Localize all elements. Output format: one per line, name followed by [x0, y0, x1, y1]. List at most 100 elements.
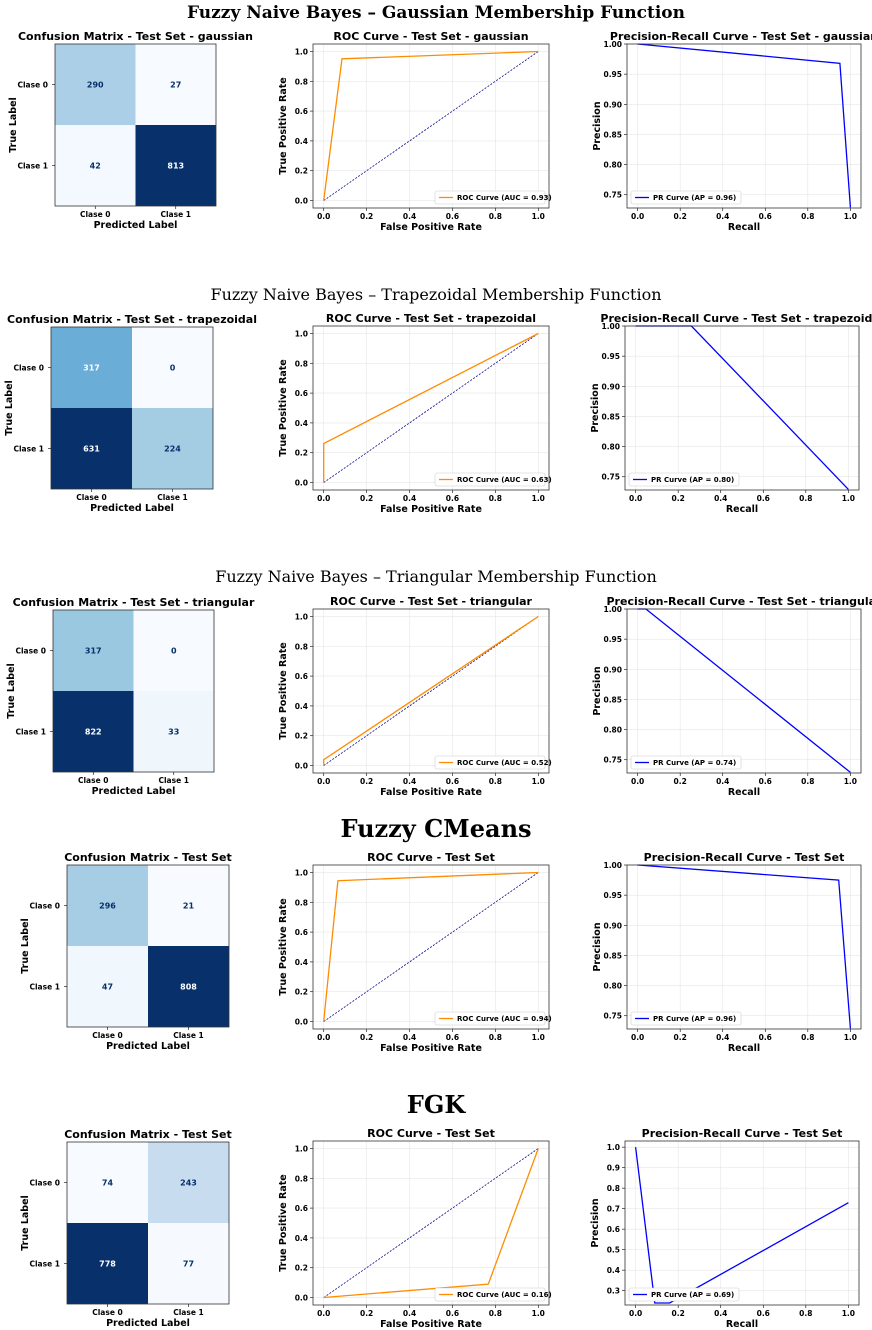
x-tick-label: 0.4	[403, 777, 416, 786]
y-tick-label: 0.6	[295, 1204, 308, 1213]
roc-chart-4: ROC Curve - Test Set 0.0 0.2 0.4 0.6 0.8 1.0 0.…	[278, 1127, 552, 1330]
confusion-matrix-value: 27	[170, 81, 181, 90]
confusion-matrix-frame	[52, 609, 215, 773]
confusion-matrix-title: Confusion Matrix - Test Set - trapezoida…	[7, 313, 257, 326]
y-tick-label: Clase 1	[29, 1260, 60, 1269]
y-tick-label: 0.95	[603, 70, 622, 79]
x-tick-label: Clase 1	[160, 210, 191, 219]
x-tick-label: Clase 0	[92, 1308, 123, 1317]
roc-title: ROC Curve - Test Set	[367, 851, 495, 864]
y-tick-label: 0.2	[295, 732, 308, 741]
x-tick-label: 1.0	[844, 777, 857, 786]
chance-diagonal-line	[323, 333, 539, 483]
y-tick-label: 0.80	[603, 726, 622, 735]
y-tick-label: 0.6	[295, 928, 308, 937]
y-axis-label: True Positive Rate	[278, 359, 289, 457]
roc-curve-line	[323, 871, 539, 1022]
legend-label: ROC Curve (AUC = 0.63)	[457, 476, 552, 484]
y-tick-label: 0.75	[603, 191, 622, 200]
pr-title: Precision-Recall Curve - Test Set - gaus…	[610, 30, 872, 43]
y-axis-label: True Label	[8, 97, 19, 153]
x-axis-label: Recall	[728, 222, 760, 233]
y-tick-label: Clase 1	[29, 983, 60, 992]
x-axis-label: Recall	[728, 1043, 760, 1054]
confusion-matrix-cell	[55, 125, 136, 206]
confusion-matrix-title: Confusion Matrix - Test Set - gaussian	[18, 30, 253, 43]
plot-frame	[312, 325, 550, 491]
x-tick-label: Clase 1	[157, 493, 188, 502]
y-tick-label: 0.8	[295, 359, 308, 368]
y-tick-label: Clase 0	[29, 1179, 60, 1188]
y-axis-label: True Positive Rate	[278, 898, 289, 996]
confusion-matrix-value: 243	[180, 1179, 197, 1188]
pr-title: Precision-Recall Curve - Test Set	[644, 851, 845, 864]
x-axis-label: Predicted Label	[90, 503, 174, 514]
y-axis-label: True Label	[20, 918, 31, 974]
x-tick-label: 0.4	[716, 212, 729, 221]
x-tick-label: 0.8	[799, 494, 812, 503]
confusion-matrix-cell	[67, 1223, 148, 1304]
confusion-matrix-value: 47	[102, 983, 113, 992]
legend-box	[630, 755, 742, 770]
x-tick-label: 0.2	[360, 212, 373, 221]
x-tick-label: 0.2	[672, 494, 685, 503]
x-tick-label: 0.6	[446, 494, 459, 503]
x-tick-label: Clase 0	[92, 1031, 123, 1040]
y-tick-label: 0.2	[295, 449, 308, 458]
y-tick-label: Clase 0	[15, 647, 46, 656]
legend-label: PR Curve (AP = 0.80)	[651, 476, 734, 484]
confusion-matrix-value: 317	[83, 364, 100, 373]
plot-frame	[626, 608, 862, 774]
legend-label: ROC Curve (AUC = 0.52)	[457, 759, 552, 767]
y-tick-label: 0.80	[601, 443, 620, 452]
x-tick-label: Clase 0	[76, 493, 107, 502]
x-tick-label: 0.6	[757, 1309, 770, 1318]
x-tick-label: 0.8	[801, 1033, 814, 1042]
roc-curve-line	[323, 50, 539, 201]
y-tick-label: 0.7	[607, 1205, 620, 1214]
x-tick-label: 1.0	[532, 1309, 545, 1318]
confusion-matrix-frame	[66, 864, 230, 1028]
plot-frame	[624, 325, 860, 491]
x-tick-label: 0.0	[317, 1309, 330, 1318]
confusion-matrix-cell	[51, 327, 132, 408]
confusion-matrix-frame	[50, 326, 214, 490]
x-tick-label: Clase 0	[78, 776, 109, 785]
x-tick-label: 0.6	[757, 494, 770, 503]
pr-chart-1: Precision-Recall Curve - Test Set - trap…	[590, 312, 872, 515]
confusion-matrix-cell	[148, 1142, 229, 1223]
y-axis-label: Precision	[592, 101, 603, 150]
x-axis-label: Recall	[726, 504, 758, 515]
chance-diagonal-line	[323, 616, 539, 766]
confusion-matrix-title: Confusion Matrix - Test Set - triangular	[13, 596, 255, 609]
confusion-matrix-1: Confusion Matrix - Test Set - trapezoida…	[4, 313, 257, 514]
y-axis-label: Precision	[592, 922, 603, 971]
y-axis-label: True Positive Rate	[278, 1174, 289, 1272]
y-tick-label: 0.2	[295, 1264, 308, 1273]
y-tick-label: 0.8	[295, 642, 308, 651]
x-tick-label: 0.2	[674, 212, 687, 221]
y-tick-label: 0.75	[603, 756, 622, 765]
y-tick-label: 0.4	[295, 137, 308, 146]
y-tick-label: 1.0	[295, 1144, 308, 1153]
legend-box	[630, 190, 742, 205]
plot-frame	[312, 608, 550, 774]
y-tick-label: 0.85	[603, 951, 622, 960]
x-tick-label: 0.4	[716, 1033, 729, 1042]
x-tick-label: 1.0	[844, 1033, 857, 1042]
x-tick-label: 0.8	[801, 212, 814, 221]
legend-label: PR Curve (AP = 0.96)	[653, 194, 736, 202]
y-tick-label: 0.8	[295, 898, 308, 907]
section-title: Fuzzy CMeans	[340, 814, 532, 843]
confusion-matrix-value: 822	[85, 728, 102, 737]
y-axis-label: Precision	[592, 666, 603, 715]
section-title: Fuzzy Naive Bayes – Triangular Membershi…	[215, 567, 657, 586]
confusion-matrix-value: 813	[167, 162, 184, 171]
confusion-matrix-title: Confusion Matrix - Test Set	[64, 1128, 232, 1141]
chance-diagonal-line	[323, 1148, 539, 1298]
x-tick-label: 0.6	[446, 212, 459, 221]
x-tick-label: 0.0	[317, 1033, 330, 1042]
y-tick-label: 0.4	[295, 419, 308, 428]
confusion-matrix-value: 808	[180, 983, 197, 992]
x-tick-label: 0.0	[317, 494, 330, 503]
